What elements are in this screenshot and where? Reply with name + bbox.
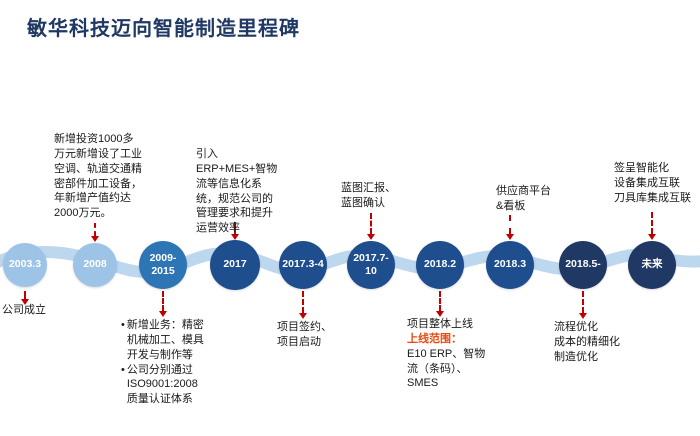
note-line: 流程优化 [554, 321, 598, 333]
connector-arrow [159, 291, 167, 317]
milestone-label: 未来 [641, 258, 663, 271]
milestone-note: 签呈智能化 设备集成互联 刀具库集成互联 [614, 161, 700, 206]
milestone-label: 2003.3 [8, 258, 42, 271]
milestone-circle: 2017 [210, 240, 260, 290]
note-line: 设备集成互联 [614, 176, 680, 189]
milestone-circle: 2018.2 [416, 241, 464, 289]
connector-arrow [21, 291, 29, 305]
milestone-circle: 未来 [628, 241, 676, 289]
connector-arrow [579, 291, 587, 319]
connector-arrow [91, 223, 99, 242]
milestone-label: 2017 [223, 258, 247, 271]
connector-arrow [231, 222, 239, 240]
milestone-label: 2018.5- [565, 258, 601, 271]
milestone-circle: 2017.3-4 [279, 241, 327, 289]
milestone-note: 流程优化 成本的精细化 制造优化 [554, 320, 634, 365]
golive-scope-value: E10 ERP、智物流（条码）、SMES [407, 347, 486, 390]
milestone-label: 2018.2 [423, 258, 457, 271]
note-line: 制造优化 [554, 350, 598, 363]
connector-arrow [367, 213, 375, 240]
note-line: 成本的精细化 [554, 335, 620, 348]
bullet-text: 公司分别通过ISO9001:2008质量认证体系 [126, 363, 198, 406]
bullet-icon: • [121, 363, 125, 376]
golive-title: 项目整体上线 [407, 318, 473, 330]
note-line: 签呈智能化 [614, 162, 669, 174]
connector-arrow [436, 291, 444, 317]
bullet-text: 新增业务：精密机械加工、模具开发与制作等 [126, 319, 204, 361]
connector-arrow [299, 291, 307, 319]
bullet-item: • 新增业务：精密机械加工、模具开发与制作等 [121, 318, 207, 363]
milestone-label: 2008 [83, 258, 107, 271]
milestone-label: 2017.7-10 [353, 251, 389, 277]
page-title: 敏华科技迈向智能制造里程碑 [27, 18, 300, 40]
milestone-note-golive: 项目整体上线 上线范围： E10 ERP、智物流（条码）、SMES [407, 317, 495, 391]
milestone-note: 公司成立 [2, 304, 46, 316]
golive-scope-label: 上线范围： [407, 332, 462, 345]
note-line: 刀具库集成互联 [614, 191, 691, 204]
milestone-circle: 2018.5- [559, 241, 607, 289]
milestone-note: 引入ERP+MES+智物流等信息化系统，规范公司的管理要求和提升运营效率 [196, 148, 278, 235]
milestone-circle: 2017.7-10 [347, 241, 395, 289]
milestone-label: 2009-2015 [149, 251, 177, 277]
connector-arrow [648, 212, 656, 240]
milestone-circle: 2018.3 [486, 241, 534, 289]
bullet-item: • 公司分别通过ISO9001:2008质量认证体系 [121, 363, 207, 408]
milestone-label: 2018.3 [493, 258, 527, 271]
milestone-note: 新增投资1000多万元新增设了工业空调、轨道交通精密部件加工设备，年新增产值约达… [54, 133, 142, 220]
milestone-circle: 2008 [73, 243, 117, 287]
bullet-icon: • [121, 319, 125, 331]
milestone-circle: 2009-2015 [139, 241, 187, 289]
milestone-note: 项目签约、项目启动 [277, 321, 332, 348]
milestone-note: 蓝图汇报、蓝图确认 [341, 182, 396, 209]
milestone-circle: 2003.3 [3, 243, 47, 287]
milestone-label: 2017.3-4 [282, 258, 324, 271]
milestone-note: 供应商平台&看板 [496, 185, 551, 212]
connector-arrow [506, 215, 514, 240]
milestone-note-bullets: • 新增业务：精密机械加工、模具开发与制作等 • 公司分别通过ISO9001:2… [121, 318, 207, 407]
